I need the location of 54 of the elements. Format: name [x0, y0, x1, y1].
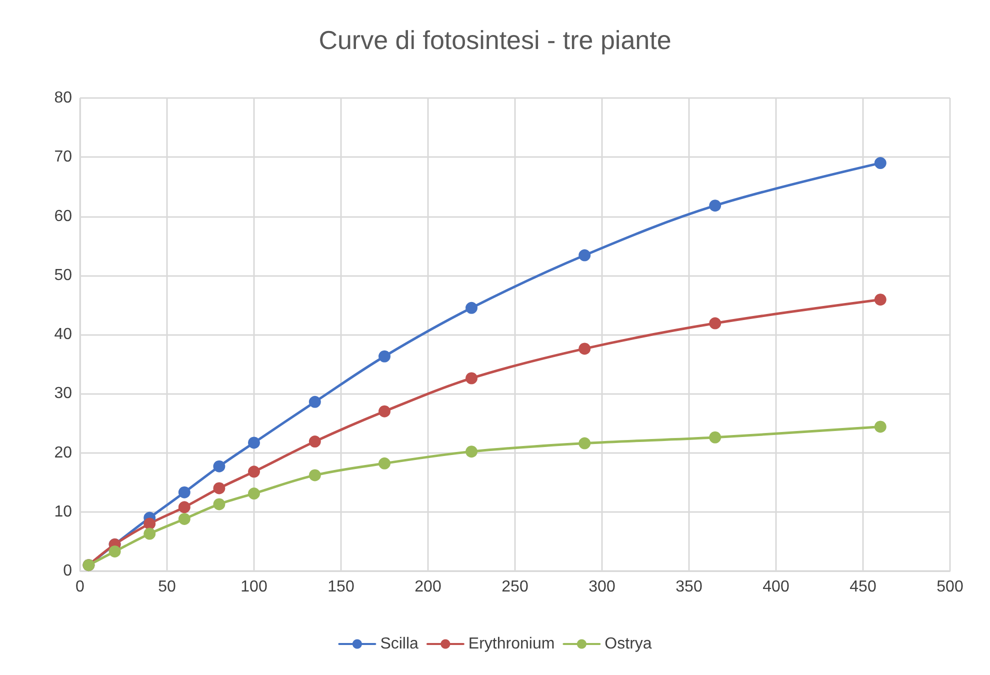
point — [213, 460, 226, 472]
x-tick-label: 400 — [762, 578, 790, 596]
point — [378, 457, 390, 470]
point — [378, 405, 390, 418]
point — [709, 200, 722, 212]
x-tick-label: 350 — [676, 578, 702, 596]
y-tick-label: 20 — [54, 444, 72, 462]
chart-title: Curve di fotosintesi - tre piante — [318, 25, 672, 55]
point — [308, 469, 321, 482]
point — [248, 436, 260, 449]
y-tick-label: 30 — [54, 385, 72, 402]
point — [213, 498, 226, 510]
point — [378, 350, 390, 362]
y-tick-label: 10 — [54, 503, 72, 520]
y-tick-label: 50 — [54, 266, 72, 284]
point — [248, 466, 260, 478]
y-tick-label: 60 — [54, 208, 72, 225]
point — [178, 512, 190, 525]
legend-label: Ostrya — [604, 636, 652, 652]
legend-label: Scilla — [380, 636, 419, 652]
y-tick-label: 80 — [54, 90, 72, 106]
point — [466, 302, 478, 314]
point — [466, 446, 478, 458]
x-tick-label: 300 — [588, 578, 616, 596]
point — [874, 157, 886, 170]
point — [248, 488, 260, 500]
point — [578, 249, 591, 262]
point — [178, 486, 190, 498]
point — [308, 436, 321, 448]
point — [874, 420, 886, 433]
y-tick-label: 0 — [63, 562, 72, 580]
x-tick-label: 150 — [328, 578, 354, 596]
point — [466, 372, 478, 384]
x-tick-label: 200 — [414, 578, 442, 596]
point — [178, 501, 190, 514]
x-tick-label: 0 — [76, 578, 85, 596]
x-tick-label: 450 — [850, 578, 876, 596]
point — [213, 482, 226, 494]
point — [144, 528, 156, 540]
point — [578, 437, 591, 450]
point — [308, 396, 321, 408]
x-tick-label: 250 — [502, 578, 528, 596]
x-tick-label: 500 — [936, 578, 964, 596]
point — [144, 518, 156, 530]
y-tick-label: 40 — [54, 326, 72, 343]
point — [874, 294, 886, 306]
legend-label: Erythronium — [468, 636, 555, 652]
y-tick-label: 70 — [54, 148, 72, 166]
point — [108, 545, 121, 558]
x-tick-label: 100 — [240, 578, 268, 596]
x-tick-label: 50 — [158, 578, 176, 596]
point — [709, 431, 722, 444]
point — [578, 342, 591, 355]
point — [709, 317, 722, 330]
